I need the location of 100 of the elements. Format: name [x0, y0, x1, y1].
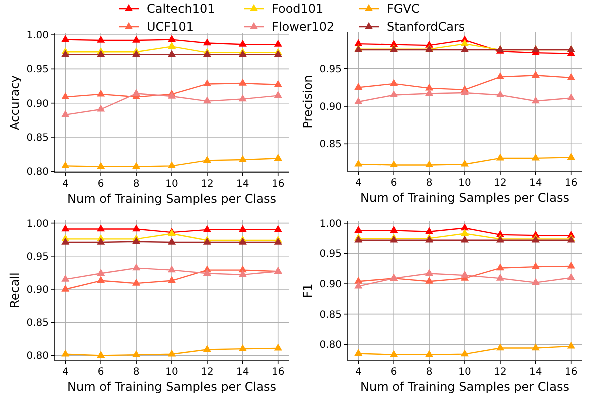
point	[238, 94, 247, 102]
x-tick-label: 6	[390, 367, 398, 378]
point	[62, 50, 70, 58]
point	[460, 45, 470, 52]
x-tick-label: 10	[166, 179, 178, 190]
point	[354, 97, 363, 104]
point	[62, 284, 70, 292]
point	[567, 94, 576, 101]
x-tick-label: 12	[201, 179, 214, 190]
point	[274, 154, 282, 161]
point	[532, 262, 540, 270]
y-tick-label: 0.85	[320, 310, 342, 321]
x-tick-label: 8	[133, 367, 140, 378]
x-axis-title: Num of Training Samples per Class	[67, 192, 277, 206]
point	[132, 224, 141, 232]
y-axis-title: Recall	[8, 272, 22, 308]
point	[168, 42, 176, 49]
point	[168, 238, 176, 245]
point	[203, 225, 212, 232]
y-tick-label: 1.00	[320, 218, 342, 230]
point	[390, 90, 398, 98]
x-axis-title: Num of Training Samples per Class	[360, 380, 570, 394]
point	[354, 83, 363, 90]
x-tick-label: 6	[98, 179, 104, 190]
point	[532, 154, 540, 161]
x-tick-label: 4	[355, 367, 362, 378]
point	[426, 89, 434, 96]
point	[168, 50, 176, 58]
point	[532, 96, 540, 104]
point	[460, 229, 470, 236]
point	[426, 276, 434, 284]
point	[426, 160, 434, 168]
point	[168, 266, 176, 273]
x-tick-label: 8	[426, 178, 433, 189]
point	[132, 237, 141, 244]
point	[203, 80, 212, 87]
point	[203, 156, 212, 164]
point	[132, 89, 141, 96]
legend-label: StanfordCars	[387, 20, 466, 34]
y-tick-label: 0.85	[320, 140, 342, 151]
point	[460, 224, 470, 231]
point	[274, 40, 282, 47]
point	[496, 90, 504, 98]
y-tick-label: 0.95	[26, 64, 49, 76]
point	[426, 84, 434, 91]
y-tick-label: 1.00	[26, 30, 49, 42]
point	[203, 268, 212, 276]
y-tick-label: 0.95	[26, 252, 49, 263]
y-tick-label: 0.95	[320, 249, 342, 260]
point	[62, 92, 70, 100]
point	[132, 50, 141, 58]
x-tick-label: 8	[426, 367, 433, 378]
point	[354, 226, 363, 234]
point	[354, 160, 363, 167]
point	[238, 225, 247, 232]
point	[426, 269, 434, 276]
point	[97, 351, 106, 358]
y-tick-label: 0.80	[26, 167, 49, 178]
point	[354, 39, 363, 46]
point	[274, 225, 282, 232]
x-tick-label: 16	[564, 178, 578, 189]
point	[132, 264, 141, 271]
legend-label: FGVC	[387, 2, 420, 16]
point	[274, 91, 282, 98]
point	[274, 80, 282, 88]
legend-label: Flower102	[272, 20, 335, 34]
point	[62, 350, 70, 357]
point	[354, 276, 363, 284]
point	[62, 238, 70, 245]
x-tick-label: 16	[272, 367, 285, 378]
x-tick-label: 4	[355, 178, 362, 189]
point	[238, 155, 247, 162]
point	[168, 35, 176, 42]
point	[426, 350, 434, 358]
x-tick-label: 16	[272, 179, 285, 190]
point	[62, 224, 70, 232]
x-tick-label: 14	[236, 367, 250, 378]
point	[238, 270, 247, 278]
point	[460, 270, 470, 278]
point	[496, 344, 504, 351]
x-tick-label: 16	[564, 367, 578, 378]
x-tick-label: 12	[494, 367, 507, 378]
point	[354, 282, 363, 289]
point	[567, 342, 576, 349]
point	[97, 276, 106, 284]
point	[62, 35, 70, 42]
point	[426, 227, 434, 234]
x-tick-label: 14	[236, 179, 250, 190]
legend-label: UCF101	[147, 20, 194, 34]
point	[460, 39, 470, 46]
legend-label: Caltech101	[147, 2, 216, 16]
point	[238, 78, 247, 86]
point	[460, 88, 470, 96]
x-tick-label: 8	[133, 179, 140, 190]
x-axis-title: Num of Training Samples per Class	[360, 191, 570, 205]
y-tick-label: 0.85	[26, 318, 49, 330]
legend-label: Food101	[272, 2, 324, 16]
x-tick-label: 14	[530, 178, 542, 189]
x-tick-label: 4	[62, 179, 69, 190]
y-tick-label: 0.90	[26, 98, 49, 110]
